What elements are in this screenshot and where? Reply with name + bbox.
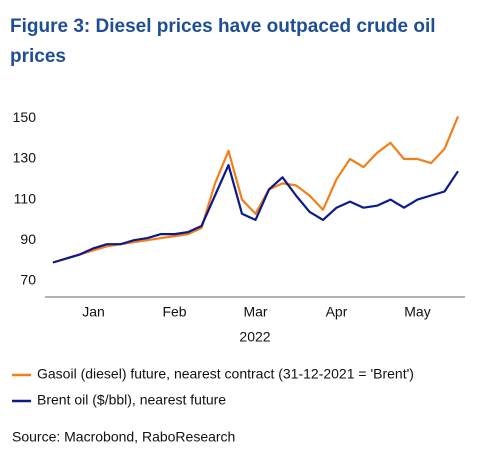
x-tick-label: Mar [243, 304, 267, 320]
x-tick-label: May [404, 304, 430, 320]
legend-label: Brent oil ($/bbl), nearest future [37, 392, 226, 408]
x-axis-label: 2022 [239, 329, 270, 345]
y-tick-label: 110 [14, 190, 37, 206]
y-tick-label: 130 [13, 150, 37, 166]
x-tick-label: Jan [82, 304, 105, 320]
legend-label: Gasoil (diesel) future, nearest contract… [37, 366, 414, 382]
y-tick-label: 70 [20, 271, 36, 287]
x-tick-label: Apr [326, 304, 348, 320]
chart-title: Figure 3: Diesel prices have outpaced cr… [10, 16, 436, 67]
y-tick-label: 150 [13, 109, 37, 125]
y-tick-label: 90 [20, 231, 36, 247]
data-line [52, 115, 460, 264]
x-tick-label: Feb [162, 304, 186, 320]
source: Source: Macrobond, RaboResearch [12, 429, 235, 445]
data-line [52, 164, 459, 264]
